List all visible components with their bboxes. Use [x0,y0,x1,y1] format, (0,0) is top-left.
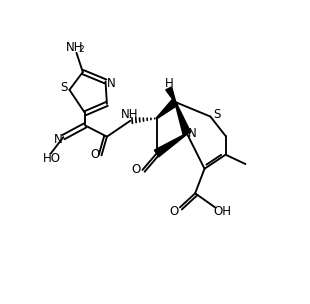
Text: 2: 2 [79,45,84,54]
Text: S: S [213,108,221,121]
Polygon shape [156,99,178,119]
Polygon shape [154,133,187,157]
Text: O: O [91,148,100,161]
Text: N: N [53,133,62,146]
Text: S: S [60,81,68,94]
Text: HO: HO [43,152,61,165]
Polygon shape [175,102,191,135]
Text: NH: NH [121,108,138,121]
Text: H: H [165,77,174,90]
Text: N: N [107,77,116,90]
Text: O: O [132,163,141,176]
Polygon shape [166,87,176,102]
Text: NH: NH [65,41,83,54]
Text: O: O [170,205,179,218]
Text: N: N [188,127,197,140]
Text: OH: OH [213,205,231,218]
